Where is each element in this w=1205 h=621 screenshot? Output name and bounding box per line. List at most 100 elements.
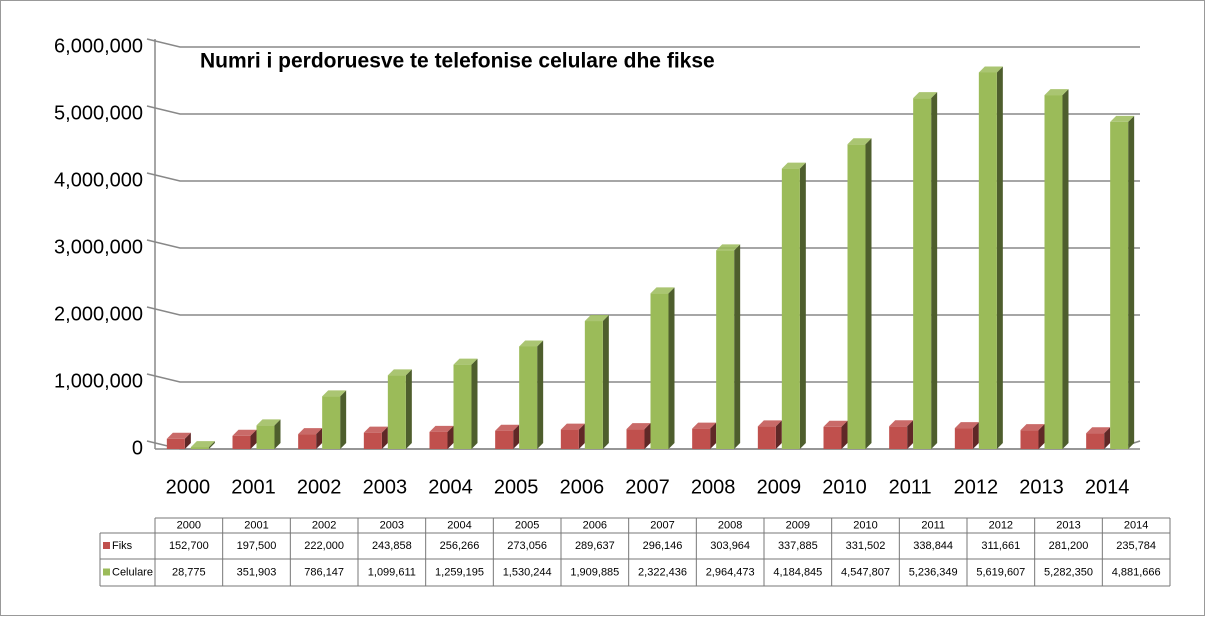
- bar-group: [256, 419, 281, 449]
- bar-top: [626, 423, 651, 430]
- bar-top: [1044, 89, 1069, 96]
- legend-label: Celulare: [112, 566, 153, 578]
- table-cell: 2,322,436: [638, 566, 687, 578]
- bar-side: [513, 424, 520, 449]
- bar: [650, 293, 669, 449]
- table-cell: 351,903: [237, 566, 277, 578]
- bar: [232, 435, 251, 449]
- bar-group: [387, 369, 412, 449]
- bar-top: [650, 287, 675, 294]
- bar-group: [650, 287, 675, 449]
- bar-top: [757, 420, 782, 427]
- x-tick-label: 2008: [691, 476, 736, 498]
- bar-side: [996, 66, 1003, 449]
- bar-side: [250, 429, 257, 449]
- bar-group: [584, 315, 609, 449]
- bar-side: [907, 420, 914, 449]
- bar-side: [471, 358, 478, 449]
- bar: [1110, 121, 1129, 449]
- bar-side: [578, 423, 585, 449]
- x-tick-label: 2003: [363, 476, 408, 498]
- bar-side: [972, 422, 979, 449]
- y-tick-label: 5,000,000: [54, 102, 143, 124]
- y-tick-label: 6,000,000: [54, 35, 143, 57]
- table-header: 2014: [1124, 519, 1148, 531]
- bar-group: [1086, 427, 1111, 449]
- bar-top: [1110, 115, 1135, 122]
- bar: [429, 431, 448, 449]
- bar-group: [363, 426, 388, 449]
- table-cell: 296,146: [643, 540, 683, 552]
- bar-side: [1128, 115, 1135, 449]
- bar-top: [298, 428, 323, 435]
- bar: [190, 447, 209, 449]
- bar-side: [865, 138, 872, 449]
- table-header: 2004: [447, 519, 471, 531]
- bar-top: [429, 425, 454, 432]
- bar-side: [381, 426, 388, 449]
- bar-top: [692, 422, 717, 429]
- table-cell: 5,282,350: [1044, 566, 1093, 578]
- bar-top: [847, 138, 872, 145]
- legend-swatch: [103, 568, 110, 576]
- bar-top: [716, 244, 741, 251]
- x-tick-label: 2014: [1085, 476, 1130, 498]
- bar-top: [232, 429, 257, 436]
- bar-group: [1044, 89, 1069, 449]
- bar-side: [340, 390, 347, 449]
- bar-group: [453, 358, 478, 449]
- table-header: 2007: [650, 519, 674, 531]
- bar-group: [757, 420, 782, 449]
- bar: [716, 250, 735, 449]
- bar-group: [889, 420, 914, 449]
- bar: [1020, 430, 1039, 449]
- bar: [560, 429, 579, 449]
- bar: [166, 438, 185, 449]
- bar: [913, 98, 932, 450]
- bar-group: [954, 422, 979, 449]
- table-cell: 28,775: [172, 566, 206, 578]
- table-header: 2010: [853, 519, 877, 531]
- bar-side: [537, 340, 544, 449]
- legend-swatch: [103, 542, 110, 549]
- x-tick-label: 2010: [822, 476, 867, 498]
- bar: [584, 321, 603, 449]
- bar-group: [847, 138, 872, 449]
- bar: [757, 426, 776, 449]
- table-cell: 222,000: [304, 540, 344, 552]
- table-cell: 303,964: [710, 540, 750, 552]
- bar-group: [190, 441, 215, 449]
- x-tick-label: 2004: [428, 476, 473, 498]
- table-cell: 1,530,244: [503, 566, 552, 578]
- bar-top: [190, 441, 215, 448]
- bar-group: [166, 432, 191, 449]
- bar-group: [913, 92, 938, 450]
- grid-line: [146, 105, 1140, 115]
- x-tick-label: 2013: [1019, 476, 1064, 498]
- bar-top: [495, 424, 520, 431]
- bar: [453, 364, 472, 449]
- bar-side: [931, 92, 938, 450]
- x-tick-label: 2007: [625, 476, 670, 498]
- table-header: 2000: [177, 519, 201, 531]
- bar: [322, 396, 341, 449]
- x-tick-label: 2009: [757, 476, 802, 498]
- bar: [692, 428, 711, 449]
- table-cell: 337,885: [778, 540, 818, 552]
- bar-top: [823, 420, 848, 427]
- table-cell: 5,236,349: [909, 566, 958, 578]
- table-cell: 4,547,807: [841, 566, 890, 578]
- bar-top: [256, 419, 281, 426]
- table-header: 2003: [380, 519, 404, 531]
- table-header: 2005: [515, 519, 539, 531]
- bar-top: [781, 162, 806, 169]
- bar-top: [978, 66, 1003, 73]
- table-cell: 1,099,611: [368, 566, 416, 578]
- bar-top: [363, 426, 388, 433]
- table-cell: 2,964,473: [706, 566, 755, 578]
- bar-top: [519, 340, 544, 347]
- bar: [781, 168, 800, 449]
- grid-line: [146, 373, 1140, 383]
- table-header: 2001: [244, 519, 268, 531]
